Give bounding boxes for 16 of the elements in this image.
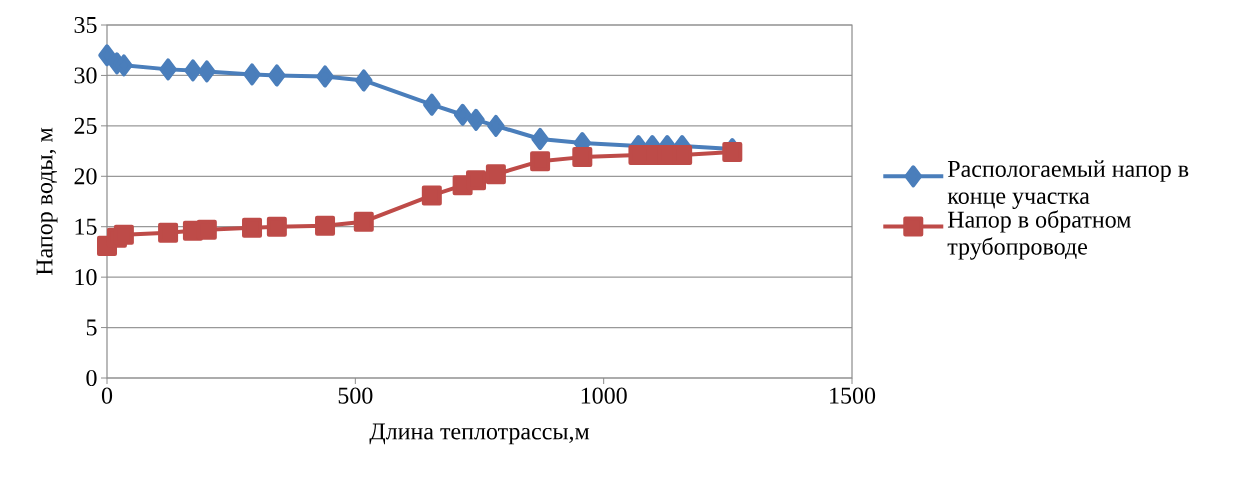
y-tick-label: 35 [74, 16, 97, 34]
y-tick-label: 30 [74, 67, 97, 84]
x-tick-label: 1000 [581, 387, 627, 404]
y-axis-title: Напор воды, м [36, 127, 58, 276]
x-axis-title: Длина теплотрассы,м [369, 423, 590, 445]
y-tick-label: 15 [75, 218, 97, 235]
y-tick-label: 5 [86, 319, 97, 336]
y-tick-label: 0 [86, 369, 97, 387]
y-tick-label: 10 [75, 269, 97, 286]
y-tick-label: 25 [74, 117, 97, 134]
y-tick-label: 20 [74, 168, 97, 185]
legend-label: Распологаемый напор в конце участка [947, 160, 1189, 209]
x-tick-label: 0 [101, 387, 113, 404]
x-tick-label: 1500 [830, 387, 876, 404]
legend-label: Напор в обратном трубопроводе [947, 210, 1131, 260]
x-tick-label: 500 [338, 387, 373, 404]
